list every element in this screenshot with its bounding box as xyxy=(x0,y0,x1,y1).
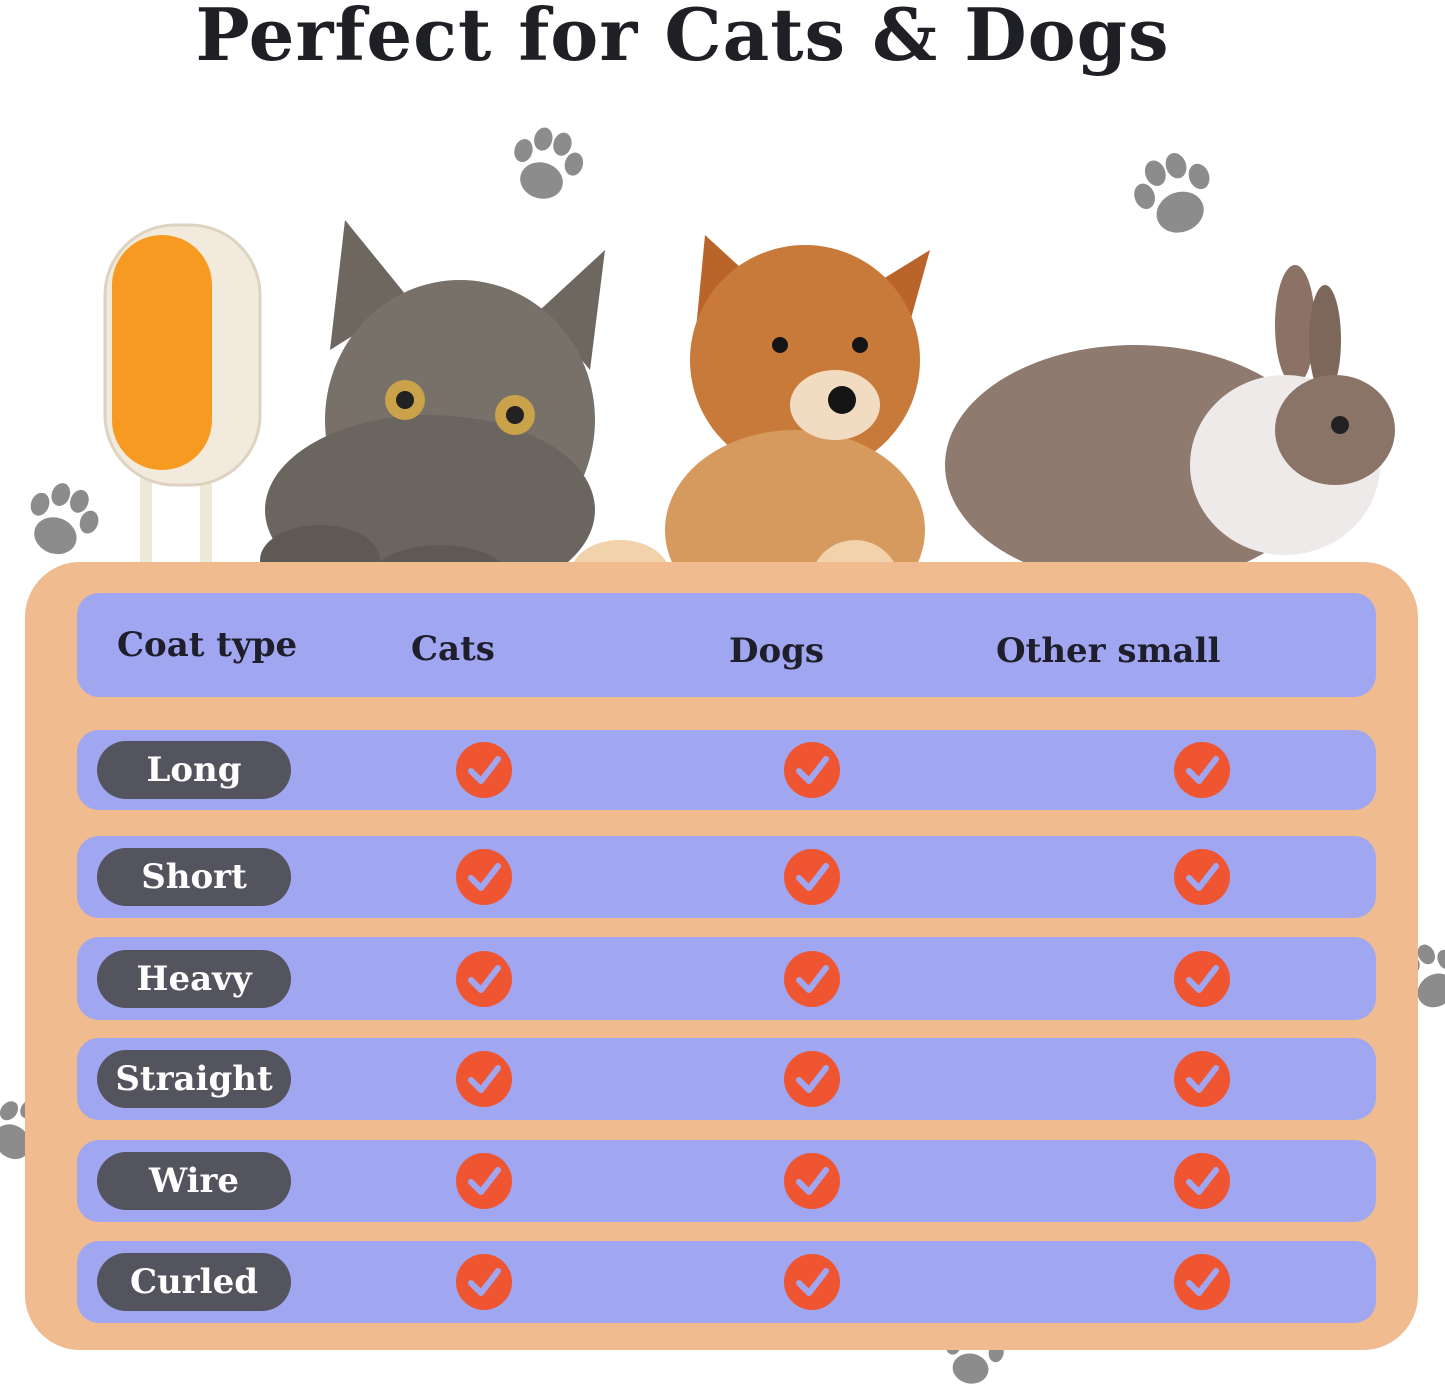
table-row: Wire xyxy=(77,1140,1376,1222)
check-circle-icon xyxy=(1174,1051,1230,1107)
check-circle-icon xyxy=(784,849,840,905)
cat-image xyxy=(260,220,605,615)
table-row: Straight xyxy=(77,1038,1376,1120)
header-other-small-animals: Other small animals xyxy=(996,631,1221,775)
table-header: Coat type Cats Dogs Other small animals xyxy=(77,593,1376,775)
check-circle-icon xyxy=(784,1153,840,1209)
check-circle-icon xyxy=(1174,742,1230,798)
table-row: Heavy xyxy=(77,937,1376,1020)
header-coat-type: Coat type xyxy=(117,625,298,665)
check-circle-icon xyxy=(1174,1254,1230,1310)
paw-print-icon xyxy=(503,121,590,208)
steam-brush-image xyxy=(103,223,262,595)
rabbit-image xyxy=(945,265,1395,580)
paw-print-icon xyxy=(1125,148,1225,244)
check-circle-icon xyxy=(784,1254,840,1310)
check-circle-icon xyxy=(456,849,512,905)
header-dogs: Dogs xyxy=(729,631,825,671)
header-cats: Cats xyxy=(411,629,495,669)
check-circle-icon xyxy=(456,1254,512,1310)
check-circle-icon xyxy=(784,950,840,1007)
coat-type-label: Wire xyxy=(97,1152,291,1210)
page-title: Perfect for Cats & Dogs xyxy=(195,0,1170,77)
table-row: Long xyxy=(77,730,1376,810)
check-circle-icon xyxy=(456,1153,512,1209)
check-circle-icon xyxy=(456,1051,512,1107)
coat-type-label: Straight xyxy=(97,1050,291,1108)
table-row: Short xyxy=(77,836,1376,918)
check-circle-icon xyxy=(456,950,512,1007)
coat-type-label: Heavy xyxy=(97,949,291,1008)
check-circle-icon xyxy=(456,742,512,798)
check-circle-icon xyxy=(1174,950,1230,1007)
coat-type-label: Curled xyxy=(97,1253,291,1311)
coat-type-label: Long xyxy=(97,741,291,799)
coat-type-label: Short xyxy=(97,848,291,906)
check-circle-icon xyxy=(784,742,840,798)
check-circle-icon xyxy=(1174,849,1230,905)
paw-print-icon xyxy=(17,478,105,565)
check-circle-icon xyxy=(784,1051,840,1107)
check-circle-icon xyxy=(1174,1153,1230,1209)
table-row: Curled xyxy=(77,1241,1376,1323)
